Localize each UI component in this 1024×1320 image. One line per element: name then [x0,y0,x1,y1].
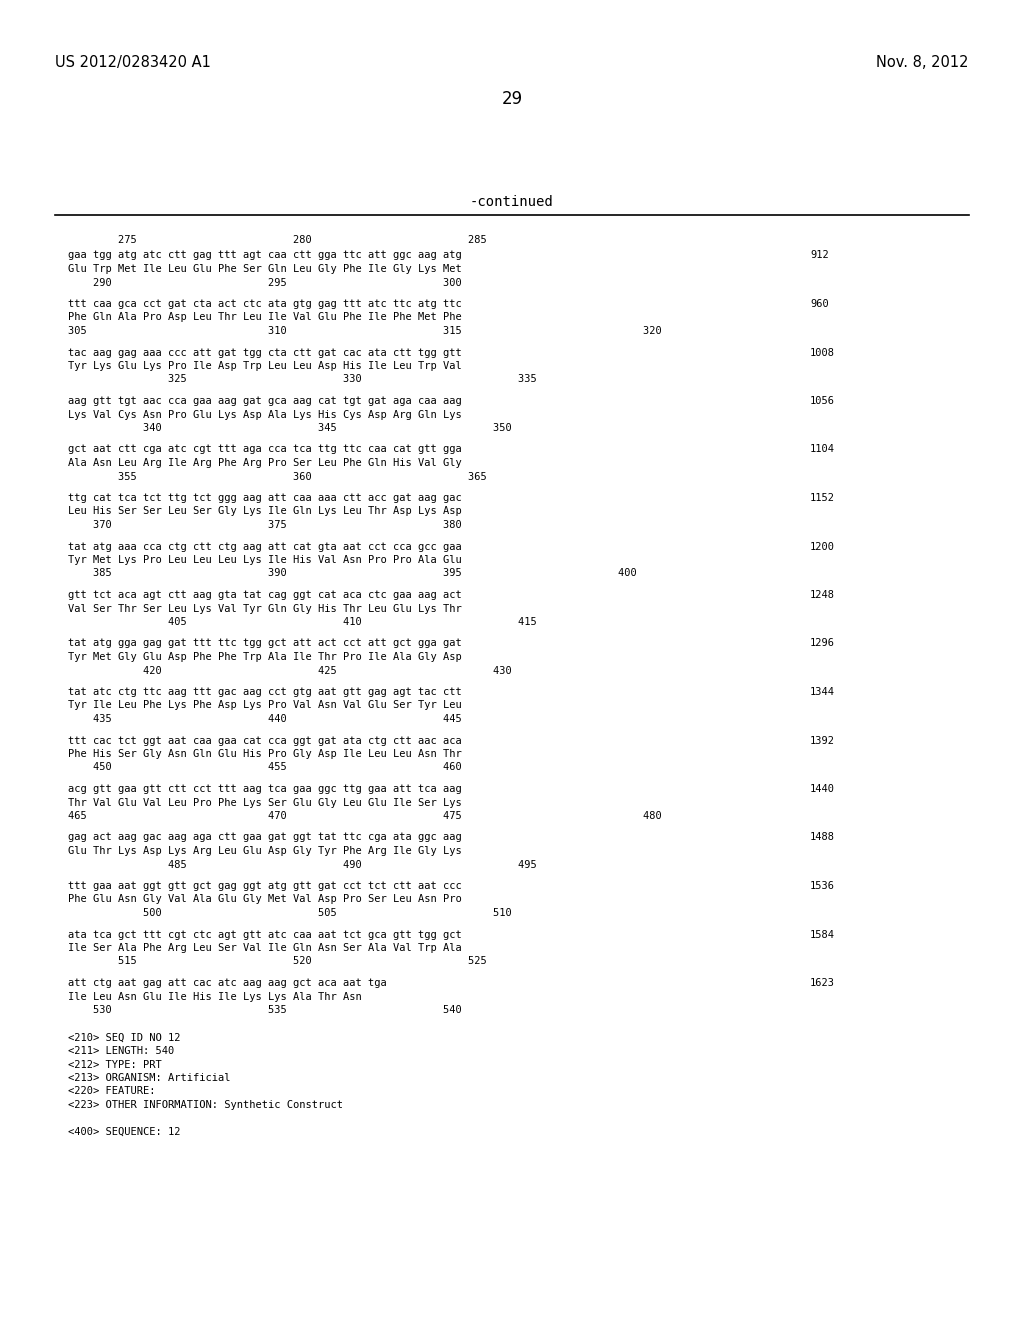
Text: tat atg gga gag gat ttt ttc tgg gct att act cct att gct gga gat: tat atg gga gag gat ttt ttc tgg gct att … [68,639,462,648]
Text: 340                         345                         350: 340 345 350 [68,422,512,433]
Text: 500                         505                         510: 500 505 510 [68,908,512,917]
Text: US 2012/0283420 A1: US 2012/0283420 A1 [55,55,211,70]
Text: 1488: 1488 [810,833,835,842]
Text: aag gtt tgt aac cca gaa aag gat gca aag cat tgt gat aga caa aag: aag gtt tgt aac cca gaa aag gat gca aag … [68,396,462,407]
Text: Lys Val Cys Asn Pro Glu Lys Asp Ala Lys His Cys Asp Arg Gln Lys: Lys Val Cys Asn Pro Glu Lys Asp Ala Lys … [68,409,462,420]
Text: <223> OTHER INFORMATION: Synthetic Construct: <223> OTHER INFORMATION: Synthetic Const… [68,1100,343,1110]
Text: <400> SEQUENCE: 12: <400> SEQUENCE: 12 [68,1127,180,1137]
Text: 515                         520                         525: 515 520 525 [68,957,486,966]
Text: 29: 29 [502,90,522,108]
Text: 1623: 1623 [810,978,835,987]
Text: ata tca gct ttt cgt ctc agt gtt atc caa aat tct gca gtt tgg gct: ata tca gct ttt cgt ctc agt gtt atc caa … [68,929,462,940]
Text: 1584: 1584 [810,929,835,940]
Text: <211> LENGTH: 540: <211> LENGTH: 540 [68,1045,174,1056]
Text: gaa tgg atg atc ctt gag ttt agt caa ctt gga ttc att ggc aag atg: gaa tgg atg atc ctt gag ttt agt caa ctt … [68,251,462,260]
Text: 355                         360                         365: 355 360 365 [68,471,486,482]
Text: gct aat ctt cga atc cgt ttt aga cca tca ttg ttc caa cat gtt gga: gct aat ctt cga atc cgt ttt aga cca tca … [68,445,462,454]
Text: 385                         390                         395                     : 385 390 395 [68,569,637,578]
Text: -continued: -continued [470,195,554,209]
Text: <212> TYPE: PRT: <212> TYPE: PRT [68,1060,162,1069]
Text: Nov. 8, 2012: Nov. 8, 2012 [877,55,969,70]
Text: ttt gaa aat ggt gtt gct gag ggt atg gtt gat cct tct ctt aat ccc: ttt gaa aat ggt gtt gct gag ggt atg gtt … [68,880,462,891]
Text: Thr Val Glu Val Leu Pro Phe Lys Ser Glu Gly Leu Glu Ile Ser Lys: Thr Val Glu Val Leu Pro Phe Lys Ser Glu … [68,797,462,808]
Text: Ala Asn Leu Arg Ile Arg Phe Arg Pro Ser Leu Phe Gln His Val Gly: Ala Asn Leu Arg Ile Arg Phe Arg Pro Ser … [68,458,462,469]
Text: Phe His Ser Gly Asn Gln Glu His Pro Gly Asp Ile Leu Leu Asn Thr: Phe His Ser Gly Asn Gln Glu His Pro Gly … [68,748,462,759]
Text: Val Ser Thr Ser Leu Lys Val Tyr Gln Gly His Thr Leu Glu Lys Thr: Val Ser Thr Ser Leu Lys Val Tyr Gln Gly … [68,603,462,614]
Text: att ctg aat gag att cac atc aag aag gct aca aat tga: att ctg aat gag att cac atc aag aag gct … [68,978,387,987]
Text: 1248: 1248 [810,590,835,601]
Text: 465                             470                         475                 : 465 470 475 [68,810,662,821]
Text: <220> FEATURE:: <220> FEATURE: [68,1086,156,1097]
Text: 1008: 1008 [810,347,835,358]
Text: 420                         425                         430: 420 425 430 [68,665,512,676]
Text: 1056: 1056 [810,396,835,407]
Text: 1344: 1344 [810,686,835,697]
Text: Tyr Met Lys Pro Leu Leu Leu Lys Ile His Val Asn Pro Pro Ala Glu: Tyr Met Lys Pro Leu Leu Leu Lys Ile His … [68,554,462,565]
Text: gtt tct aca agt ctt aag gta tat cag ggt cat aca ctc gaa aag act: gtt tct aca agt ctt aag gta tat cag ggt … [68,590,462,601]
Text: Tyr Met Gly Glu Asp Phe Phe Trp Ala Ile Thr Pro Ile Ala Gly Asp: Tyr Met Gly Glu Asp Phe Phe Trp Ala Ile … [68,652,462,663]
Text: tat atc ctg ttc aag ttt gac aag cct gtg aat gtt gag agt tac ctt: tat atc ctg ttc aag ttt gac aag cct gtg … [68,686,462,697]
Text: 370                         375                         380: 370 375 380 [68,520,462,531]
Text: gag act aag gac aag aga ctt gaa gat ggt tat ttc cga ata ggc aag: gag act aag gac aag aga ctt gaa gat ggt … [68,833,462,842]
Text: 1440: 1440 [810,784,835,795]
Text: 435                         440                         445: 435 440 445 [68,714,462,723]
Text: 405                         410                         415: 405 410 415 [68,616,537,627]
Text: Glu Thr Lys Asp Lys Arg Leu Glu Asp Gly Tyr Phe Arg Ile Gly Lys: Glu Thr Lys Asp Lys Arg Leu Glu Asp Gly … [68,846,462,855]
Text: ttg cat tca tct ttg tct ggg aag att caa aaa ctt acc gat aag gac: ttg cat tca tct ttg tct ggg aag att caa … [68,492,462,503]
Text: Leu His Ser Ser Leu Ser Gly Lys Ile Gln Lys Leu Thr Asp Lys Asp: Leu His Ser Ser Leu Ser Gly Lys Ile Gln … [68,507,462,516]
Text: 290                         295                         300: 290 295 300 [68,277,462,288]
Text: ttt caa gca cct gat cta act ctc ata gtg gag ttt atc ttc atg ttc: ttt caa gca cct gat cta act ctc ata gtg … [68,300,462,309]
Text: 325                         330                         335: 325 330 335 [68,375,537,384]
Text: 1104: 1104 [810,445,835,454]
Text: Glu Trp Met Ile Leu Glu Phe Ser Gln Leu Gly Phe Ile Gly Lys Met: Glu Trp Met Ile Leu Glu Phe Ser Gln Leu … [68,264,462,275]
Text: 1296: 1296 [810,639,835,648]
Text: Phe Gln Ala Pro Asp Leu Thr Leu Ile Val Glu Phe Ile Phe Met Phe: Phe Gln Ala Pro Asp Leu Thr Leu Ile Val … [68,313,462,322]
Text: <210> SEQ ID NO 12: <210> SEQ ID NO 12 [68,1032,180,1043]
Text: 450                         455                         460: 450 455 460 [68,763,462,772]
Text: acg gtt gaa gtt ctt cct ttt aag tca gaa ggc ttg gaa att tca aag: acg gtt gaa gtt ctt cct ttt aag tca gaa … [68,784,462,795]
Text: 912: 912 [810,251,828,260]
Text: tac aag gag aaa ccc att gat tgg cta ctt gat cac ata ctt tgg gtt: tac aag gag aaa ccc att gat tgg cta ctt … [68,347,462,358]
Text: Tyr Ile Leu Phe Lys Phe Asp Lys Pro Val Asn Val Glu Ser Tyr Leu: Tyr Ile Leu Phe Lys Phe Asp Lys Pro Val … [68,701,462,710]
Text: 485                         490                         495: 485 490 495 [68,859,537,870]
Text: 960: 960 [810,300,828,309]
Text: 1200: 1200 [810,541,835,552]
Text: ttt cac tct ggt aat caa gaa cat cca ggt gat ata ctg ctt aac aca: ttt cac tct ggt aat caa gaa cat cca ggt … [68,735,462,746]
Text: 305                             310                         315                 : 305 310 315 [68,326,662,337]
Text: 1152: 1152 [810,492,835,503]
Text: Ile Ser Ala Phe Arg Leu Ser Val Ile Gln Asn Ser Ala Val Trp Ala: Ile Ser Ala Phe Arg Leu Ser Val Ile Gln … [68,942,462,953]
Text: 1536: 1536 [810,880,835,891]
Text: <213> ORGANISM: Artificial: <213> ORGANISM: Artificial [68,1073,230,1082]
Text: 275                         280                         285: 275 280 285 [68,235,486,246]
Text: Phe Glu Asn Gly Val Ala Glu Gly Met Val Asp Pro Ser Leu Asn Pro: Phe Glu Asn Gly Val Ala Glu Gly Met Val … [68,895,462,904]
Text: 530                         535                         540: 530 535 540 [68,1005,462,1015]
Text: Tyr Lys Glu Lys Pro Ile Asp Trp Leu Leu Asp His Ile Leu Trp Val: Tyr Lys Glu Lys Pro Ile Asp Trp Leu Leu … [68,360,462,371]
Text: Ile Leu Asn Glu Ile His Ile Lys Lys Ala Thr Asn: Ile Leu Asn Glu Ile His Ile Lys Lys Ala … [68,991,361,1002]
Text: 1392: 1392 [810,735,835,746]
Text: tat atg aaa cca ctg ctt ctg aag att cat gta aat cct cca gcc gaa: tat atg aaa cca ctg ctt ctg aag att cat … [68,541,462,552]
